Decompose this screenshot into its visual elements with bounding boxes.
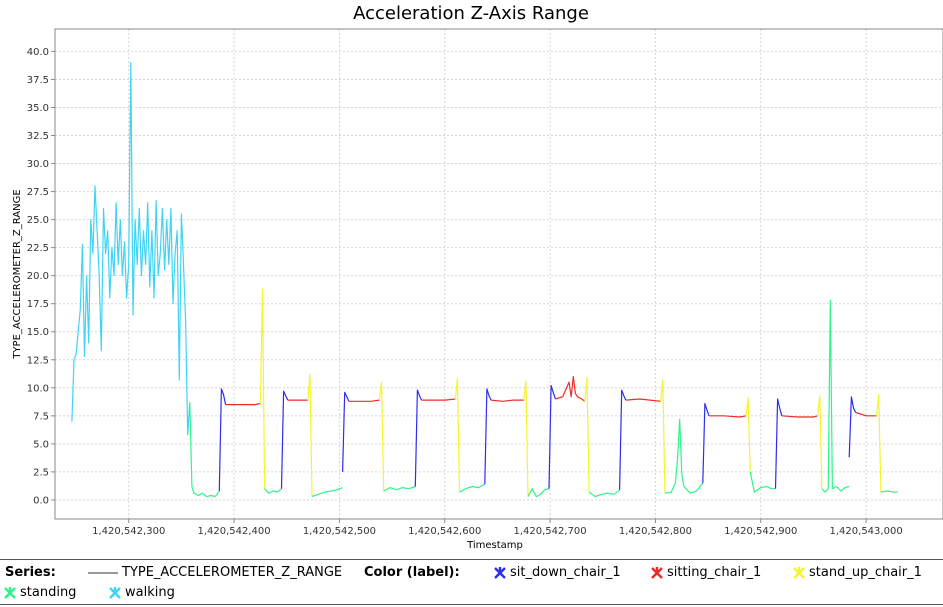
legend-item-label: sit_down_chair_1 <box>510 565 621 580</box>
y-tick-label: 20.0 <box>27 271 49 282</box>
series-line-stand-up-chair-1 <box>378 381 385 492</box>
y-tick-label: 7.5 <box>33 411 49 422</box>
y-tick-label: 2.5 <box>33 467 49 478</box>
series-line-stand-up-chair-1 <box>523 380 529 497</box>
legend-item-sit-down-chair: sit_down_chair_1 <box>493 563 621 583</box>
legend-item-sitting-chair: sitting_chair_1 <box>650 563 761 583</box>
legend-item-label: standing <box>20 585 77 600</box>
y-tick-label: 17.5 <box>27 299 49 310</box>
series-line-stand-up-chair-1 <box>745 397 751 472</box>
series-line-sit-down-chair-1 <box>702 402 710 484</box>
y-tick-label: 12.5 <box>27 355 49 366</box>
series-line-sitting-chair-1 <box>421 398 456 401</box>
legend-series-header: Series: <box>5 565 56 580</box>
x-tick-label: 1,420,542,900 <box>724 526 797 537</box>
y-tick-label: 37.5 <box>27 75 49 86</box>
legend-item-label: stand_up_chair_1 <box>809 565 922 580</box>
legend-series-entry: TYPE_ACCELEROMETER_Z_RANGE <box>88 563 342 583</box>
x-tick-label: 1,420,542,600 <box>408 526 481 537</box>
series-line-stand-up-chair-1 <box>259 288 266 489</box>
series-line-stand-up-chair-1 <box>660 379 666 494</box>
x-tick-label: 1,420,542,500 <box>303 526 376 537</box>
series-line-sit-down-chair-1 <box>218 388 227 492</box>
legend-marker-icon <box>793 566 805 579</box>
series-line-sitting-chair-1 <box>709 415 747 418</box>
series-line-sit-down-chair-1 <box>484 388 492 485</box>
y-tick-label: 15.0 <box>27 327 49 338</box>
series-line-sit-down-chair-1 <box>280 390 289 489</box>
series-line-sit-down-chair-1 <box>414 389 423 487</box>
plot-series <box>71 61 898 498</box>
series-line-stand-up-chair-1 <box>584 377 590 493</box>
series-line-sitting-chair-1 <box>225 402 261 406</box>
series-line-walking <box>71 61 191 436</box>
legend-item-stand-up-chair: stand_up_chair_1 <box>792 563 922 583</box>
series-line-sitting-chair-1 <box>491 399 524 402</box>
legend-marker-icon <box>109 586 121 599</box>
series-line-standing <box>189 402 220 498</box>
y-tick-label: 0.0 <box>33 495 49 506</box>
chart: Acceleration Z-Axis Range 1,420,542,300 1… <box>12 3 943 551</box>
series-line-standing <box>821 299 850 493</box>
series-line-standing <box>527 488 550 498</box>
series-line-stand-up-chair-1 <box>817 395 823 489</box>
y-tick-label: 5.0 <box>33 439 49 450</box>
x-tick-label: 1,420,543,000 <box>830 526 903 537</box>
y-tick-label: 10.0 <box>27 383 49 394</box>
legend-item-label: sitting_chair_1 <box>667 565 762 580</box>
series-line-standing <box>588 489 620 498</box>
series-line-stand-up-chair-1 <box>454 378 461 493</box>
y-tick-label: 22.5 <box>27 243 49 254</box>
legend-marker-icon <box>494 566 506 579</box>
x-axis-ticks: 1,420,542,300 1,420,542,400 1,420,542,500 1… <box>92 519 903 537</box>
series-line-standing <box>264 488 282 494</box>
legend-series-entry-label: TYPE_ACCELEROMETER_Z_RANGE <box>122 565 343 580</box>
series-line-sitting-chair-1 <box>781 415 818 418</box>
y-tick-label: 25.0 <box>27 215 49 226</box>
series-line-standing <box>749 471 776 493</box>
series-line-sit-down-chair-1 <box>848 396 857 458</box>
series-line-stand-up-chair-1 <box>307 373 313 497</box>
y-tick-label: 30.0 <box>27 159 49 170</box>
legend-marker-icon <box>4 586 16 599</box>
x-tick-label: 1,420,542,400 <box>197 526 270 537</box>
y-axis-title: TYPE_ACCELEROMETER_Z_RANGE <box>12 189 23 359</box>
series-line-sitting-chair-1 <box>348 399 380 402</box>
series-line-stand-up-chair-1 <box>876 393 882 493</box>
legend-marker-icon <box>651 566 663 579</box>
x-axis-title: Timestamp <box>466 540 523 551</box>
grid <box>55 29 943 519</box>
legend-line-swatch <box>88 571 118 574</box>
series-line-sit-down-chair-1 <box>774 398 783 489</box>
x-tick-label: 1,420,542,700 <box>514 526 587 537</box>
x-tick-label: 1,420,542,800 <box>619 526 692 537</box>
legend-item-walking: walking <box>108 583 175 603</box>
legend-item-standing: standing <box>3 583 76 603</box>
legend-item-label: walking <box>125 585 175 600</box>
x-tick-label: 1,420,542,300 <box>92 526 165 537</box>
series-line-sitting-chair-1 <box>855 411 877 417</box>
y-axis-ticks: 0.0 2.5 5.0 7.5 10.0 12.5 15.0 17.5 20.0 22.5 25.0… <box>27 47 55 506</box>
legend-color-header: Color (label): <box>364 565 460 580</box>
series-line-sitting-chair-1 <box>555 376 586 402</box>
series-line-standing <box>311 487 343 498</box>
series-line-standing <box>383 485 416 492</box>
series-line-sit-down-chair-1 <box>619 389 627 490</box>
series-line-standing <box>664 418 704 494</box>
y-tick-label: 35.0 <box>27 103 49 114</box>
y-tick-label: 40.0 <box>27 47 49 58</box>
legend: Series: TYPE_ACCELEROMETER_Z_RANGE Color… <box>0 559 943 605</box>
series-line-sitting-chair-1 <box>625 398 661 402</box>
chart-title: Acceleration Z-Axis Range <box>353 3 589 24</box>
series-line-sit-down-chair-1 <box>548 385 556 489</box>
y-tick-label: 32.5 <box>27 131 49 142</box>
series-line-sit-down-chair-1 <box>342 391 350 472</box>
series-line-standing <box>459 483 486 493</box>
y-tick-label: 27.5 <box>27 187 49 198</box>
plot-frame <box>54 28 943 520</box>
series-line-standing <box>880 490 898 493</box>
